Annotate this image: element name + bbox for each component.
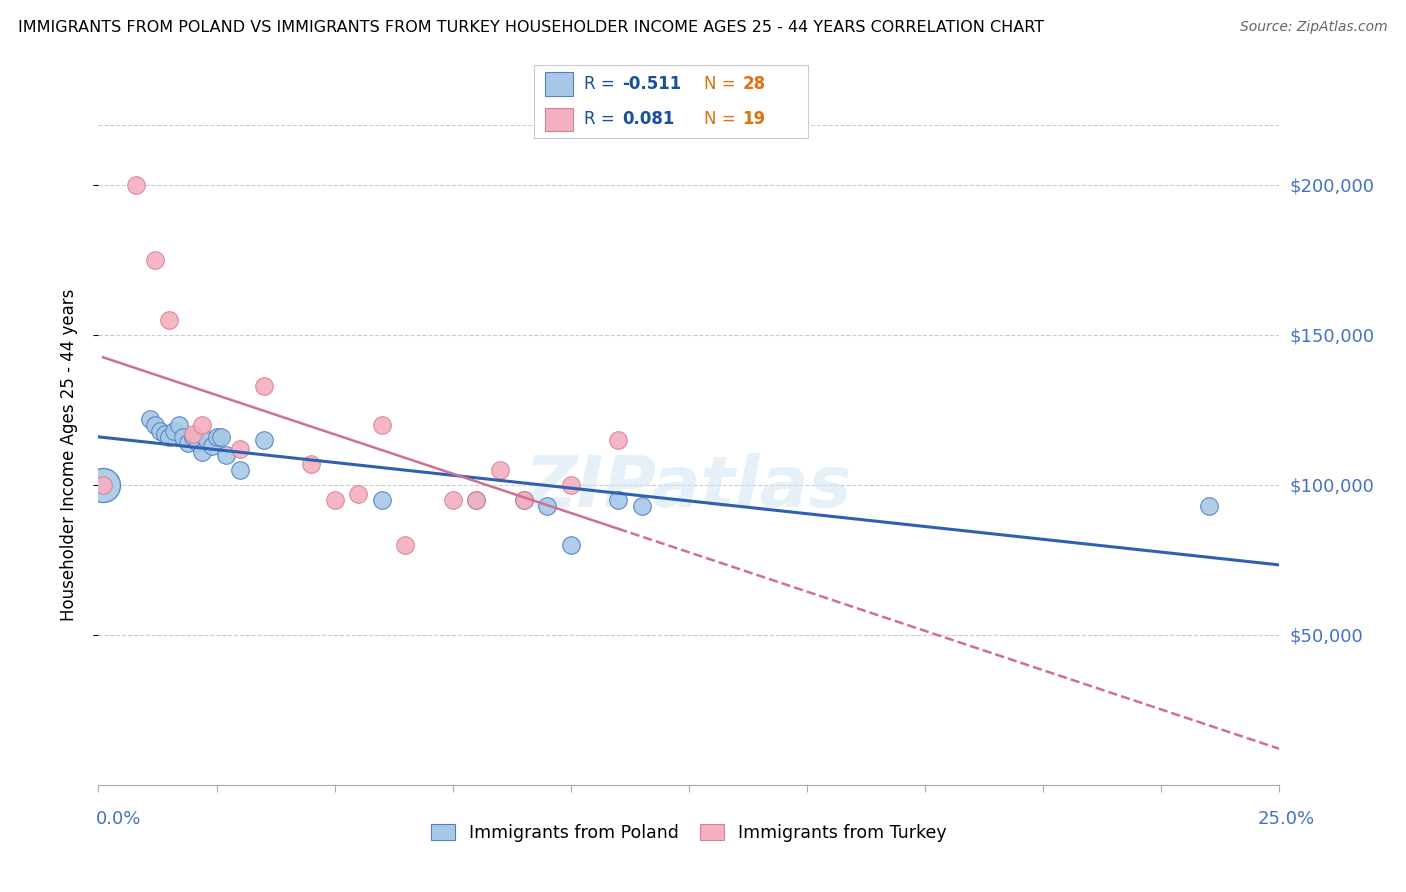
Text: 0.0%: 0.0% bbox=[96, 810, 141, 828]
Text: IMMIGRANTS FROM POLAND VS IMMIGRANTS FROM TURKEY HOUSEHOLDER INCOME AGES 25 - 44: IMMIGRANTS FROM POLAND VS IMMIGRANTS FRO… bbox=[18, 20, 1045, 35]
Point bbox=[512, 492, 534, 507]
Point bbox=[441, 492, 464, 507]
Text: Source: ZipAtlas.com: Source: ZipAtlas.com bbox=[1240, 20, 1388, 34]
Point bbox=[347, 487, 370, 501]
Point bbox=[209, 430, 232, 444]
Point bbox=[177, 436, 200, 450]
Bar bbox=[546, 108, 572, 131]
Text: ZIPatlas: ZIPatlas bbox=[526, 453, 852, 523]
Point bbox=[163, 424, 186, 438]
Text: N =: N = bbox=[704, 75, 741, 93]
Point bbox=[181, 426, 204, 441]
Point bbox=[91, 478, 114, 492]
Text: R =: R = bbox=[583, 75, 620, 93]
Text: 0.081: 0.081 bbox=[621, 111, 675, 128]
Point bbox=[229, 442, 252, 456]
Bar bbox=[546, 72, 572, 95]
Point bbox=[125, 178, 148, 192]
Text: -0.511: -0.511 bbox=[621, 75, 682, 93]
Point bbox=[371, 492, 394, 507]
Point bbox=[215, 448, 238, 462]
Point bbox=[465, 492, 488, 507]
Point bbox=[172, 430, 194, 444]
Point bbox=[153, 426, 176, 441]
Point bbox=[157, 313, 180, 327]
Point bbox=[607, 433, 630, 447]
Point bbox=[201, 439, 224, 453]
Y-axis label: Householder Income Ages 25 - 44 years: Householder Income Ages 25 - 44 years bbox=[59, 289, 77, 621]
Point bbox=[371, 417, 394, 432]
Point bbox=[191, 417, 214, 432]
Point bbox=[299, 457, 322, 471]
Point bbox=[149, 424, 172, 438]
Point bbox=[191, 445, 214, 459]
Point bbox=[536, 499, 558, 513]
Point bbox=[205, 430, 228, 444]
Point bbox=[560, 538, 582, 552]
Point bbox=[1198, 499, 1220, 513]
Point bbox=[143, 417, 166, 432]
Point bbox=[512, 492, 534, 507]
Point bbox=[91, 478, 114, 492]
Point bbox=[465, 492, 488, 507]
Point bbox=[630, 499, 652, 513]
Legend: Immigrants from Poland, Immigrants from Turkey: Immigrants from Poland, Immigrants from … bbox=[425, 817, 953, 849]
Point bbox=[560, 478, 582, 492]
Text: 25.0%: 25.0% bbox=[1257, 810, 1315, 828]
Point bbox=[253, 379, 276, 393]
Point bbox=[229, 463, 252, 477]
Point bbox=[167, 417, 190, 432]
Point bbox=[181, 430, 204, 444]
Point bbox=[489, 463, 512, 477]
Point bbox=[187, 436, 209, 450]
Point bbox=[143, 252, 166, 267]
Text: N =: N = bbox=[704, 111, 741, 128]
Text: 19: 19 bbox=[742, 111, 766, 128]
Point bbox=[139, 412, 162, 426]
Point bbox=[195, 433, 218, 447]
Text: R =: R = bbox=[583, 111, 620, 128]
Point bbox=[394, 538, 416, 552]
Point bbox=[157, 430, 180, 444]
Point bbox=[323, 492, 346, 507]
Point bbox=[607, 492, 630, 507]
Text: 28: 28 bbox=[742, 75, 766, 93]
Point bbox=[253, 433, 276, 447]
